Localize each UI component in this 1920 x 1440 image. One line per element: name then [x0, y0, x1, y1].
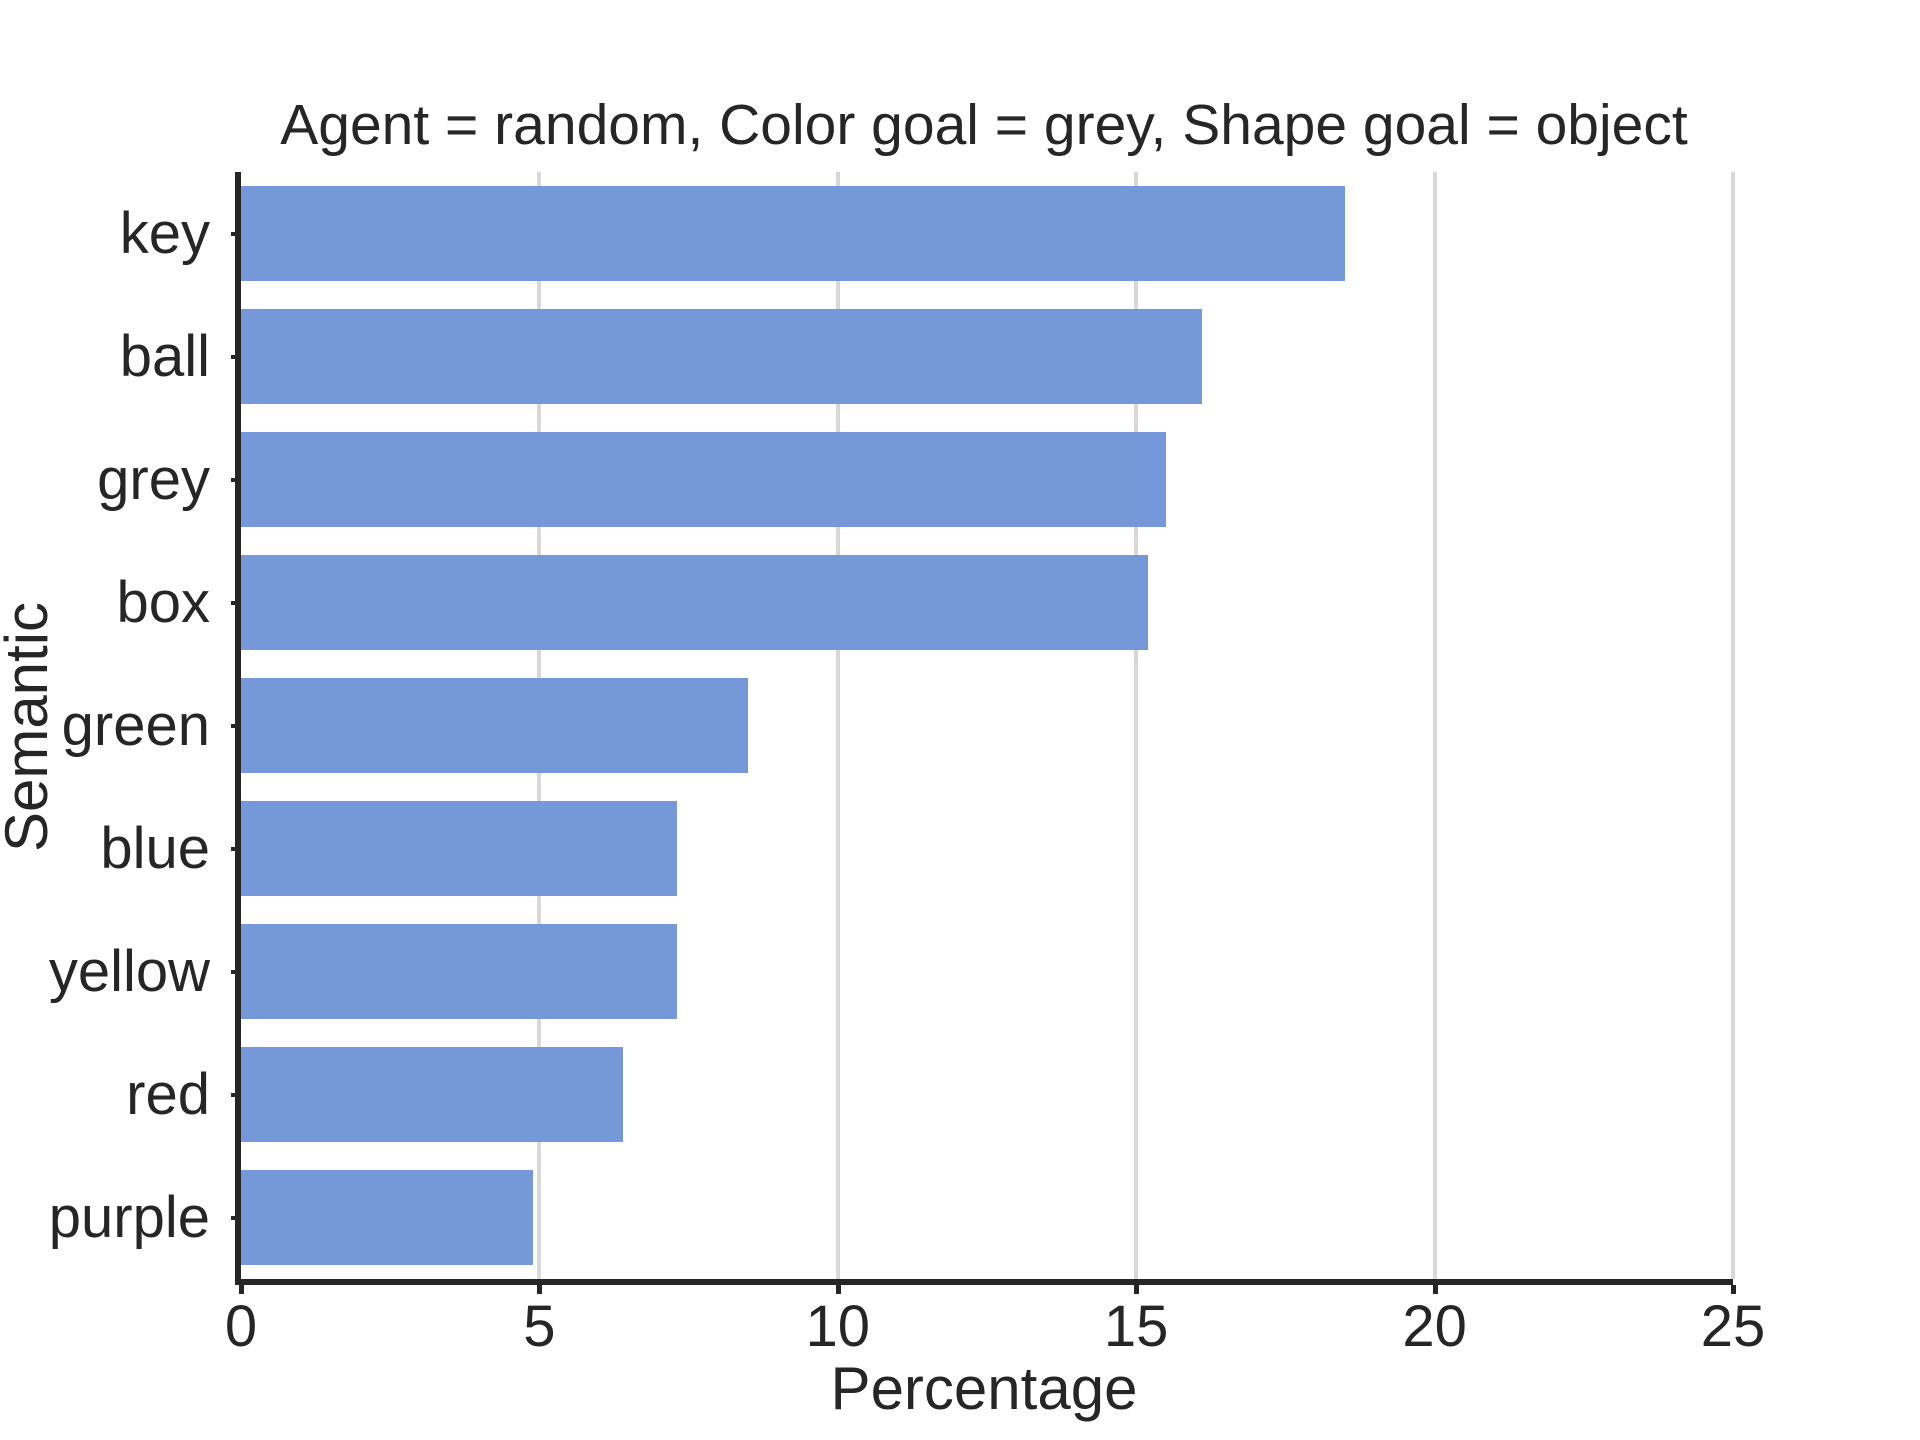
y-axis-label: Semantic	[0, 601, 60, 853]
y-tick-label-red: red	[126, 1061, 210, 1127]
x-tick-25	[1731, 1285, 1736, 1294]
x-tick-label-15: 15	[1103, 1294, 1169, 1359]
x-tick-15	[1134, 1285, 1140, 1294]
y-tick-red	[231, 1092, 241, 1097]
y-tick-green	[231, 723, 241, 728]
bar-grey	[241, 432, 1167, 527]
x-tick-0	[239, 1285, 244, 1294]
y-tick-label-grey: grey	[97, 446, 210, 512]
gridline-20	[1432, 172, 1437, 1279]
bar-ball	[241, 309, 1202, 404]
y-tick-box	[231, 600, 241, 605]
gridline-10	[835, 172, 840, 1279]
y-tick-blue	[231, 846, 241, 851]
y-tick-yellow	[231, 969, 241, 974]
y-tick-label-green: green	[61, 692, 210, 758]
bar-box	[241, 555, 1149, 650]
x-tick-label-10: 10	[805, 1294, 871, 1359]
y-tick-ball	[231, 354, 241, 359]
y-tick-label-yellow: yellow	[48, 938, 210, 1004]
y-tick-purple	[231, 1215, 241, 1220]
x-tick-label-5: 5	[523, 1294, 556, 1359]
bar-green	[241, 678, 749, 773]
x-tick-label-20: 20	[1402, 1294, 1467, 1359]
x-tick-20	[1432, 1285, 1438, 1294]
x-axis-label: Percentage	[830, 1355, 1138, 1422]
y-tick-label-key: key	[119, 200, 210, 266]
gridline-25	[1731, 172, 1735, 1279]
y-tick-label-blue: blue	[100, 815, 210, 881]
x-tick-10	[835, 1285, 841, 1294]
y-tick-key	[231, 231, 241, 236]
gridline-15	[1134, 172, 1139, 1279]
x-tick-label-0: 0	[224, 1294, 258, 1359]
y-tick-label-purple: purple	[48, 1184, 210, 1250]
chart-title: Agent = random, Color goal = grey, Shape…	[280, 93, 1688, 157]
bar-yellow	[241, 924, 677, 1019]
bar-key	[241, 186, 1346, 281]
y-tick-label-ball: ball	[119, 323, 210, 389]
x-tick-5	[537, 1285, 543, 1294]
x-tick-label-25: 25	[1700, 1294, 1766, 1359]
y-tick-grey	[231, 477, 241, 482]
plot-area: key ball grey box green blue yellow red purple 0 5…	[49, 172, 1765, 1356]
bar-purple	[241, 1170, 534, 1265]
bar-blue	[241, 801, 677, 896]
y-tick-label-box: box	[116, 569, 210, 635]
bar-red	[241, 1047, 623, 1142]
